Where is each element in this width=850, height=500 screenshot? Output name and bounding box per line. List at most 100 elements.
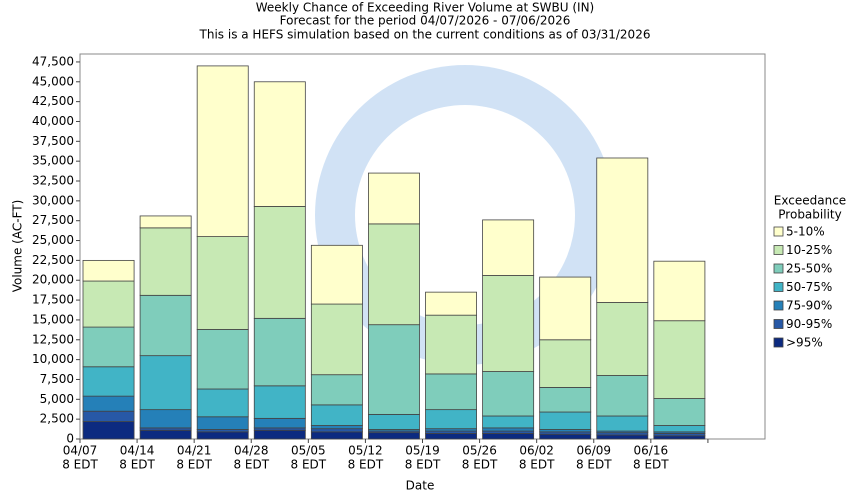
bar-segment [425, 433, 477, 440]
x-tick-sublabel: 8 EDT [233, 458, 269, 472]
y-tick-label: 25,000 [32, 233, 74, 247]
bar-segment [368, 324, 420, 415]
bar-segment [310, 425, 363, 430]
bar-segment [253, 385, 306, 419]
bar-segment [139, 215, 192, 229]
legend-swatch [773, 300, 784, 311]
y-tick-label: 30,000 [32, 193, 74, 207]
bar-segment [82, 395, 135, 412]
x-axis-title: Date [406, 479, 435, 493]
bar-segment [425, 314, 477, 375]
x-tick-sublabel: 8 EDT [291, 458, 327, 472]
bar-segment [253, 317, 306, 387]
bar-segment [139, 355, 192, 411]
bar-segment [596, 415, 649, 432]
x-tick-sublabel: 8 EDT [633, 458, 669, 472]
x-tick-sublabel: 8 EDT [348, 458, 384, 472]
bar-segment [596, 302, 649, 376]
bar-segment [253, 206, 306, 319]
bar-segment [653, 398, 706, 426]
bar-segment [596, 434, 649, 440]
bar-segment [196, 416, 249, 430]
legend-swatch [773, 282, 784, 292]
legend-label: 25-50% [786, 262, 832, 276]
y-tick-label: 22,500 [32, 253, 74, 267]
bar-segment [368, 223, 420, 326]
bar-segment [310, 244, 363, 305]
chart-subtitle: Forecast for the period 04/07/2026 - 07/… [280, 14, 571, 28]
bar-segment [596, 375, 649, 417]
x-tick-label: 05/19 [405, 444, 440, 458]
bar-segment [196, 431, 249, 440]
bar-segment [139, 294, 192, 357]
legend-label: 90-95% [786, 317, 832, 331]
chart-note: This is a HEFS simulation based on the c… [199, 28, 651, 42]
chart-title: Weekly Chance of Exceeding River Volume … [256, 1, 594, 15]
x-tick-label: 06/16 [634, 444, 669, 458]
legend-label: 50-75% [786, 280, 832, 294]
y-tick-label: 15,000 [32, 312, 74, 326]
bar-segment [482, 433, 535, 440]
bar-segment [139, 409, 192, 429]
bar-segment [196, 236, 249, 330]
y-tick-label: 2,500 [40, 412, 74, 426]
bar-segment [253, 81, 306, 207]
bar-segment [653, 435, 706, 440]
bar-segment [253, 417, 306, 429]
bar-segment [482, 371, 535, 417]
bar-segment [539, 276, 592, 341]
y-tick-label: 27,500 [32, 213, 74, 227]
y-tick-label: 5,000 [40, 392, 74, 406]
x-tick-label: 04/14 [120, 444, 155, 458]
bar-segment [368, 432, 420, 440]
bar-segment [539, 339, 592, 388]
bar-segment [253, 429, 306, 440]
x-tick-label: 05/05 [291, 444, 326, 458]
x-tick-sublabel: 8 EDT [576, 458, 612, 472]
x-tick-label: 04/21 [177, 444, 212, 458]
legend-label: 10-25% [786, 243, 832, 257]
bar-segment [368, 172, 420, 225]
bar-segment [196, 329, 249, 390]
y-tick-label: 45,000 [32, 74, 74, 88]
bar-segment [82, 421, 135, 440]
bar-segment [310, 303, 363, 376]
bar-segment [82, 366, 135, 397]
x-tick-sublabel: 8 EDT [519, 458, 555, 472]
x-tick-sublabel: 8 EDT [405, 458, 441, 472]
y-tick-label: 20,000 [32, 273, 74, 287]
y-tick-label: 12,500 [32, 332, 74, 346]
x-tick-label: 05/26 [462, 444, 497, 458]
x-tick-sublabel: 8 EDT [176, 458, 212, 472]
x-tick-label: 05/12 [348, 444, 383, 458]
bar-segment [310, 374, 363, 406]
x-tick-label: 06/02 [519, 444, 554, 458]
bar-segment [139, 429, 192, 440]
legend-swatch [773, 319, 784, 329]
bar-segment [82, 410, 135, 422]
bar-segment [196, 388, 249, 418]
bar-segment [539, 387, 592, 413]
legend-label: 75-90% [786, 299, 832, 313]
legend-label: >95% [786, 336, 823, 350]
y-tick-label: 47,500 [32, 54, 74, 68]
bar-segment [539, 411, 592, 430]
y-tick-label: 35,000 [32, 154, 74, 168]
y-tick-label: 42,500 [32, 94, 74, 108]
y-tick-label: 32,500 [32, 174, 74, 188]
bar-segment [82, 326, 135, 368]
bar-segment [539, 433, 592, 440]
bar-segment [596, 157, 649, 303]
bar-segment [482, 415, 535, 429]
legend-swatch [773, 263, 784, 274]
bar-segment [653, 320, 706, 399]
legend-swatch [773, 226, 784, 237]
bar-segment [310, 404, 363, 426]
bar-segment [653, 260, 706, 322]
bar-segment [368, 413, 420, 430]
y-tick-label: 40,000 [32, 114, 74, 128]
legend-title: Probability [778, 208, 841, 222]
legend-swatch [773, 337, 784, 348]
legend-title: Exceedance [774, 194, 846, 208]
